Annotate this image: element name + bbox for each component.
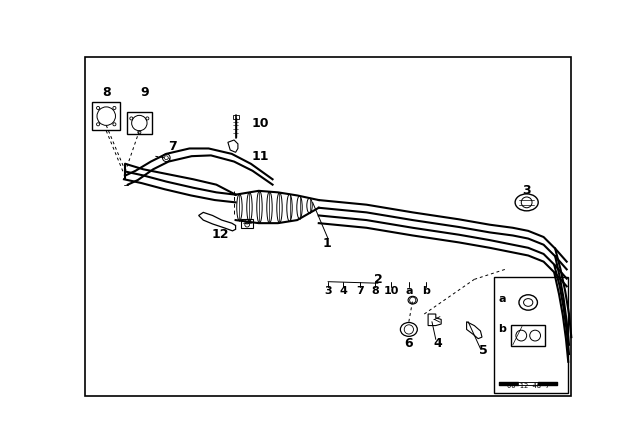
Text: b: b: [498, 324, 506, 334]
Text: 10: 10: [383, 286, 399, 296]
Text: 8: 8: [102, 86, 111, 99]
Text: 2: 2: [374, 273, 383, 286]
Text: 8: 8: [371, 286, 379, 296]
Text: 12: 12: [211, 228, 229, 241]
Bar: [493, 277, 568, 392]
Text: 00 12 48 7: 00 12 48 7: [507, 383, 550, 389]
Text: 1: 1: [322, 237, 331, 250]
Text: 6: 6: [404, 337, 413, 350]
Text: 4: 4: [433, 337, 442, 350]
Text: 7: 7: [168, 140, 177, 153]
Text: 11: 11: [252, 150, 269, 163]
Text: 3: 3: [324, 286, 332, 296]
Text: a: a: [405, 286, 413, 296]
Text: 4: 4: [339, 286, 348, 296]
Text: 7: 7: [356, 286, 364, 296]
Text: b: b: [422, 286, 429, 296]
Text: 5: 5: [479, 345, 488, 358]
Text: 9: 9: [140, 86, 149, 99]
Text: a: a: [499, 293, 506, 304]
Text: 3: 3: [522, 184, 531, 197]
Text: 10: 10: [252, 116, 269, 129]
